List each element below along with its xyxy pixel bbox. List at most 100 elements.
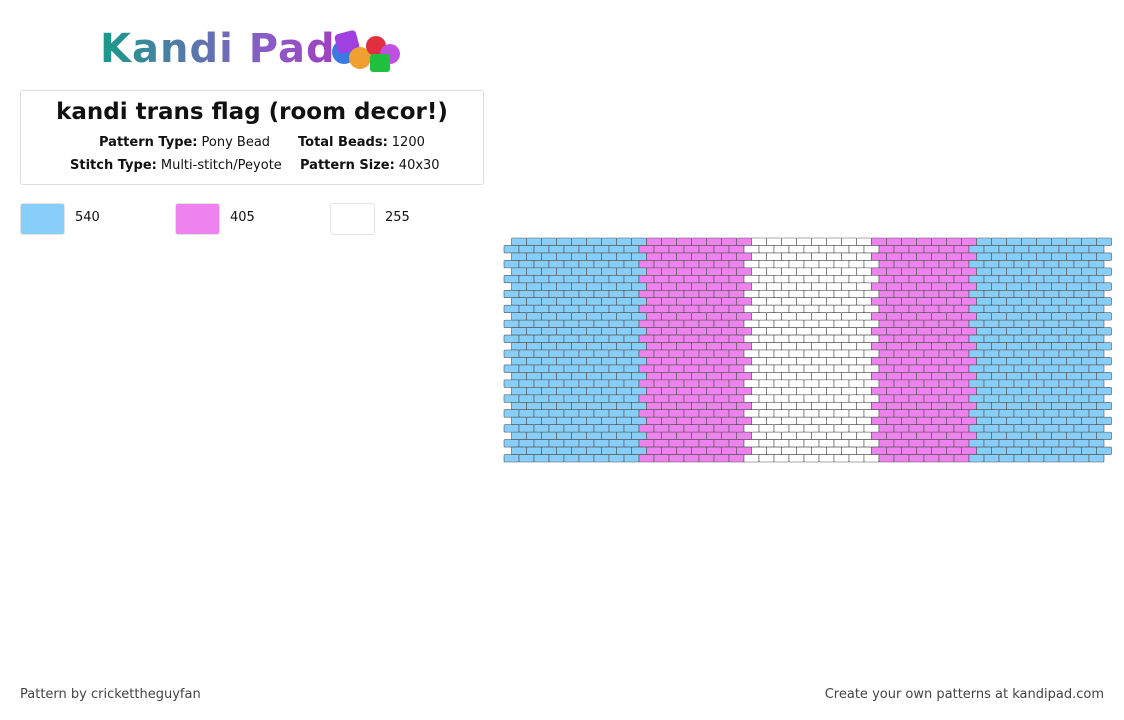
bead [901, 431, 917, 440]
bead [893, 334, 910, 343]
bead [803, 289, 820, 299]
bead [593, 275, 610, 284]
bead [901, 327, 917, 336]
bead [563, 394, 580, 403]
bead [676, 327, 692, 336]
bead [653, 275, 670, 284]
bead [578, 245, 595, 254]
bead [638, 334, 655, 343]
bead [826, 237, 842, 246]
bead [1066, 237, 1082, 246]
bead [878, 319, 895, 328]
bead [593, 334, 610, 343]
bead [593, 409, 610, 418]
bead [976, 357, 992, 366]
bead [698, 409, 715, 418]
bead [743, 439, 760, 448]
bead [766, 327, 782, 336]
bead [908, 439, 925, 448]
bead [773, 260, 790, 269]
bead [676, 312, 692, 321]
bead [601, 416, 617, 425]
bead [736, 297, 752, 306]
bead [826, 372, 842, 381]
bead [818, 289, 835, 299]
bead [1051, 282, 1067, 291]
bead [1043, 439, 1060, 448]
bead [1096, 431, 1112, 440]
bead [758, 364, 775, 373]
bead [1088, 394, 1105, 403]
bead [1081, 282, 1097, 291]
bead [998, 275, 1015, 284]
bead [833, 275, 850, 284]
bead [796, 401, 812, 411]
bead [691, 237, 707, 246]
bead [721, 431, 737, 440]
bead [788, 409, 805, 418]
bead [758, 439, 775, 448]
bead [548, 454, 565, 463]
bead [788, 349, 805, 358]
bead [683, 245, 700, 254]
bead [601, 327, 617, 336]
bead [1058, 349, 1075, 358]
bead [901, 267, 917, 276]
bead [548, 409, 565, 418]
bead [983, 424, 1000, 433]
bead [998, 304, 1015, 313]
bead [976, 282, 992, 291]
bead [841, 342, 857, 351]
bead [1028, 245, 1045, 254]
bead [1043, 394, 1060, 403]
bead [953, 424, 970, 433]
bead [698, 319, 715, 328]
bead [623, 409, 640, 418]
bead [998, 409, 1015, 418]
bead [541, 342, 557, 351]
bead [1088, 349, 1105, 358]
bead [1043, 379, 1060, 388]
bead [743, 349, 760, 358]
bead [541, 312, 557, 321]
bead [931, 297, 947, 306]
bead [593, 439, 610, 448]
bead [721, 446, 737, 455]
bead [533, 424, 550, 433]
bead [848, 334, 865, 343]
bead [706, 401, 722, 411]
bead [991, 252, 1007, 261]
bead [713, 334, 730, 343]
bead [623, 260, 640, 269]
bead [833, 424, 850, 433]
bead [893, 454, 910, 463]
bead [601, 372, 617, 381]
bead [698, 394, 715, 403]
bead [713, 439, 730, 448]
bead [848, 439, 865, 448]
bead [1058, 364, 1075, 373]
bead [953, 245, 970, 254]
bead [1066, 401, 1082, 411]
bead [1021, 431, 1037, 440]
bead [1036, 431, 1052, 440]
info-value: 1200 [391, 135, 425, 150]
bead [751, 312, 767, 321]
bead [578, 289, 595, 299]
bead [931, 342, 947, 351]
bead [901, 401, 917, 411]
bead [503, 260, 520, 269]
bead [616, 431, 632, 440]
bead [1006, 237, 1022, 246]
bead [923, 454, 940, 463]
bead [518, 275, 535, 284]
bead [803, 409, 820, 418]
bead [601, 267, 617, 276]
color-count: 255 [385, 210, 410, 225]
bead [976, 252, 992, 261]
bead [916, 267, 932, 276]
bead [728, 409, 745, 418]
bead [841, 357, 857, 366]
bead [991, 387, 1007, 396]
